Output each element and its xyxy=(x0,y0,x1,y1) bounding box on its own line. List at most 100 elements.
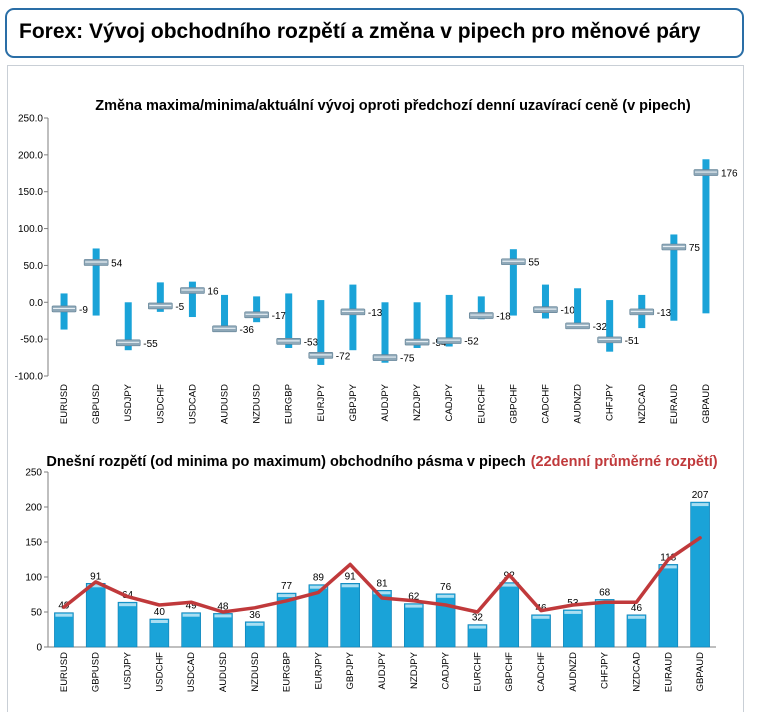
range-bar-highlight xyxy=(564,610,582,614)
category-label: EURAUD xyxy=(663,652,674,692)
range-bar xyxy=(477,296,485,320)
data-label: -5 xyxy=(175,302,184,313)
category-label: CADCHF xyxy=(540,384,551,424)
data-label: -52 xyxy=(464,337,479,348)
range-bar xyxy=(381,302,389,363)
range-bar xyxy=(574,288,582,327)
range-bar xyxy=(156,282,164,312)
range-bar-highlight xyxy=(373,591,391,595)
data-label: 77 xyxy=(281,581,293,592)
range-bar xyxy=(670,234,678,321)
range-bar xyxy=(117,601,138,648)
category-label: GBPCHF xyxy=(508,384,519,424)
range-bar xyxy=(253,296,261,323)
category-label: NZDJPY xyxy=(412,383,423,421)
range-bar-highlight xyxy=(500,583,518,587)
data-label: 32 xyxy=(472,613,484,624)
y-tick-label: 200.0 xyxy=(18,150,43,161)
data-label: 49 xyxy=(186,601,198,612)
data-label: -72 xyxy=(336,351,351,362)
range-bar-highlight xyxy=(437,594,455,598)
range-bar xyxy=(308,584,329,648)
range-bar xyxy=(149,618,170,648)
category-label: NZDUSD xyxy=(252,384,263,424)
y-tick-label: 50.0 xyxy=(24,261,44,272)
category-label: EURCHF xyxy=(476,384,487,424)
category-label: USDJPY xyxy=(123,651,134,689)
range-bar-highlight xyxy=(55,613,73,617)
category-label: GBPJPY xyxy=(348,383,359,421)
category-label: NZDCAD xyxy=(637,384,648,424)
category-label: CHFJPY xyxy=(600,651,611,689)
category-label: AUDNZD xyxy=(573,384,584,424)
range-bar xyxy=(244,621,265,648)
data-label: -55 xyxy=(143,339,158,350)
range-bar xyxy=(92,248,100,316)
range-bar xyxy=(445,294,453,347)
category-label: NZDUSD xyxy=(250,652,261,692)
range-bar xyxy=(85,582,106,648)
range-bar-highlight xyxy=(87,584,105,588)
data-label: 75 xyxy=(689,243,701,254)
category-label: USDCHF xyxy=(155,384,166,424)
range-bar xyxy=(563,609,583,648)
range-bar xyxy=(413,302,421,348)
category-label: GBPUSD xyxy=(91,652,102,692)
range-bar-highlight xyxy=(309,585,327,589)
range-bar-highlight xyxy=(659,565,677,569)
range-bar xyxy=(188,281,196,318)
range-bar xyxy=(124,302,132,351)
data-label: 76 xyxy=(440,582,452,593)
range-bar xyxy=(285,293,293,348)
data-label: -13 xyxy=(657,308,672,319)
category-label: EURAUD xyxy=(669,384,680,424)
range-bar xyxy=(276,592,297,648)
average-range-line xyxy=(62,536,702,614)
category-label: AUDJPY xyxy=(380,383,391,421)
data-label: -18 xyxy=(496,312,511,323)
range-bar-highlight xyxy=(214,614,232,618)
y-tick-label: 150 xyxy=(25,538,42,549)
range-bar xyxy=(372,589,392,648)
data-label: 55 xyxy=(528,258,540,269)
data-label: 91 xyxy=(90,571,102,582)
category-label: EURUSD xyxy=(59,652,70,692)
data-label: 68 xyxy=(599,587,611,598)
data-label: 89 xyxy=(313,573,325,584)
range-bar xyxy=(509,249,517,316)
category-label: EURGBP xyxy=(284,384,295,424)
range-bar xyxy=(541,284,549,319)
range-bar-highlight xyxy=(150,620,168,623)
data-label: 16 xyxy=(207,286,219,297)
y-tick-label: 250 xyxy=(25,468,42,479)
category-label: EURJPY xyxy=(316,383,327,421)
range-bar xyxy=(606,300,614,352)
category-label: AUDJPY xyxy=(377,651,388,689)
range-bar xyxy=(467,624,488,648)
data-label: -51 xyxy=(625,336,640,347)
page-title-box: Forex: Vývoj obchodního rozpětí a změna … xyxy=(5,8,744,58)
data-label: -32 xyxy=(593,322,608,333)
range-chart-title-main: Dnešní rozpětí (od minima po maximum) ob… xyxy=(46,454,525,470)
data-label: -13 xyxy=(368,308,383,319)
category-label: EURJPY xyxy=(313,651,324,689)
range-bar xyxy=(499,582,520,648)
range-bar xyxy=(626,614,647,648)
category-label: CADJPY xyxy=(444,383,455,421)
category-label: AUDUSD xyxy=(218,652,229,692)
data-label: -36 xyxy=(240,325,255,336)
category-label: CADJPY xyxy=(441,651,452,689)
range-chart-title-highlight: (22denní průměrné rozpětí) xyxy=(531,454,718,470)
data-label: -9 xyxy=(79,305,88,316)
category-label: GBPJPY xyxy=(345,651,356,689)
range-bar xyxy=(181,612,201,648)
range-bar xyxy=(317,300,325,365)
range-bar xyxy=(340,582,360,648)
y-tick-label: 100 xyxy=(25,573,42,584)
data-label: 81 xyxy=(376,578,388,589)
data-label: 40 xyxy=(154,607,166,618)
page-title: Forex: Vývoj obchodního rozpětí a změna … xyxy=(19,20,701,43)
category-label: EURUSD xyxy=(59,384,70,424)
category-label: NZDJPY xyxy=(409,651,420,689)
